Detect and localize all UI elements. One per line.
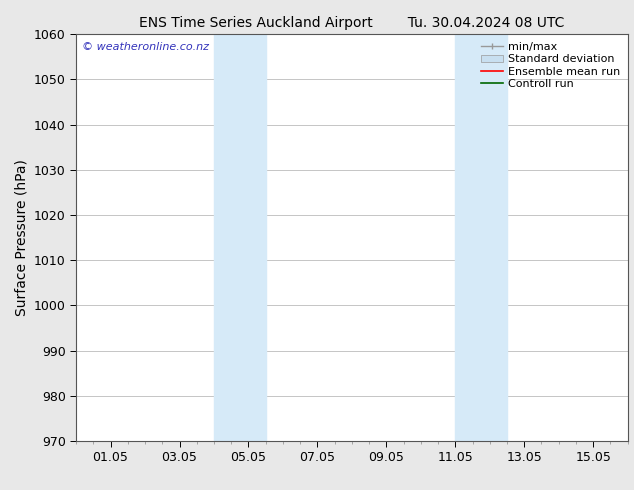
Text: © weatheronline.co.nz: © weatheronline.co.nz [82,43,209,52]
Title: ENS Time Series Auckland Airport        Tu. 30.04.2024 08 UTC: ENS Time Series Auckland Airport Tu. 30.… [139,16,564,30]
Y-axis label: Surface Pressure (hPa): Surface Pressure (hPa) [14,159,29,316]
Bar [455,34,507,441]
Bar [214,34,266,441]
Legend: min/max, Standard deviation, Ensemble mean run, Controll run: min/max, Standard deviation, Ensemble me… [477,38,624,93]
